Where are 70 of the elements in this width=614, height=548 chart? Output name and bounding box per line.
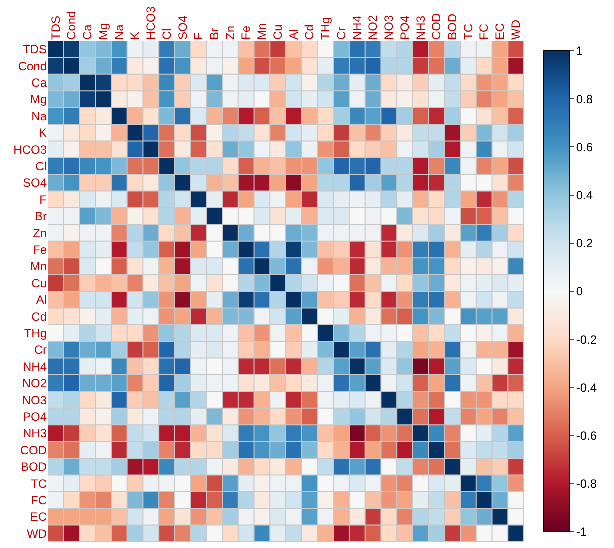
y-tick-label: WD xyxy=(27,526,48,541)
y-tick-label: Mn xyxy=(30,260,47,274)
y-tick-label: Mg xyxy=(30,92,47,107)
y-tick-label: THg xyxy=(24,326,47,340)
color-bar-label: -0.4 xyxy=(576,380,598,395)
x-tick-label: Cr xyxy=(334,27,348,40)
x-tick-label: Fe xyxy=(239,26,254,40)
y-tick-label: Ca xyxy=(32,76,48,90)
x-tick-label: EC xyxy=(493,22,508,40)
x-tick-label: F xyxy=(192,32,206,40)
y-tick-label: Al xyxy=(36,293,47,308)
x-tick-label: HCO3 xyxy=(144,6,158,40)
x-tick-label: Mn xyxy=(255,23,270,40)
y-tick-label: PO4 xyxy=(22,410,48,424)
color-bar-label: -0.8 xyxy=(576,477,598,492)
y-tick-label: Cd xyxy=(32,310,47,324)
x-tick-label: NO2 xyxy=(366,15,380,40)
color-bar-label: 0.8 xyxy=(576,92,594,106)
y-tick-label: Cu xyxy=(32,276,47,290)
color-bar-label: 0.2 xyxy=(576,236,594,251)
color-bar-label: 1 xyxy=(576,44,584,58)
x-tick-label: NH3 xyxy=(414,16,428,40)
x-tick-label: NO3 xyxy=(382,15,396,40)
x-tick-label: WD xyxy=(508,20,523,40)
color-bar-label: 0.4 xyxy=(576,188,594,202)
y-tick-label: Fe xyxy=(32,242,48,257)
y-tick-label: Br xyxy=(35,210,48,224)
y-tick-label: Cl xyxy=(36,159,47,174)
color-bar-label: -0.6 xyxy=(576,429,598,443)
x-tick-label: COD xyxy=(430,13,444,40)
y-tick-label: Zn xyxy=(32,226,47,240)
x-tick-label: Mg xyxy=(96,23,110,40)
x-tick-label: NH4 xyxy=(350,16,364,40)
y-tick-label: NH3 xyxy=(22,426,48,441)
x-tick-label: Al xyxy=(286,29,301,40)
x-tick-label: Cl xyxy=(160,28,174,40)
y-tick-label: BOD xyxy=(20,460,48,474)
y-tick-label: TC xyxy=(31,476,48,491)
color-bar-label: 0.6 xyxy=(576,140,594,154)
color-bar-label: 0 xyxy=(576,284,584,299)
x-tick-label: Na xyxy=(112,24,126,40)
x-tick-label: Br xyxy=(208,28,222,40)
y-tick-label: TDS xyxy=(23,42,47,57)
color-bar-label: -0.2 xyxy=(576,332,598,347)
y-tick-label: F xyxy=(40,192,47,207)
x-tick-label: Cd xyxy=(302,24,317,40)
y-tick-label: NH4 xyxy=(22,360,48,374)
y-tick-label: Cr xyxy=(34,343,47,358)
y-tick-label: HCO3 xyxy=(14,142,48,157)
y-tick-label: COD xyxy=(20,443,48,458)
x-tick-label: Zn xyxy=(223,26,238,40)
y-tick-label: K xyxy=(38,126,47,140)
y-tick-label: FC xyxy=(31,493,48,508)
x-tick-label: Cond xyxy=(64,11,79,40)
x-tick-label: FC xyxy=(477,24,492,40)
y-tick-label: Cond xyxy=(18,59,47,74)
x-tick-label: SO4 xyxy=(176,16,190,40)
x-tick-label: THg xyxy=(318,17,333,40)
y-tick-label: NO3 xyxy=(22,393,48,408)
x-tick-label: Ca xyxy=(80,24,95,40)
x-tick-label: PO4 xyxy=(398,16,412,40)
y-tick-label: NO2 xyxy=(22,376,48,391)
x-tick-label: K xyxy=(128,32,142,40)
y-tick-label: SO4 xyxy=(22,176,48,190)
x-tick-label: TC xyxy=(461,24,476,40)
x-tick-label: Cu xyxy=(270,24,285,40)
x-tick-label: BOD xyxy=(446,14,460,40)
color-bar-label: -1 xyxy=(576,525,588,540)
y-tick-label: Na xyxy=(32,109,48,124)
y-tick-label: EC xyxy=(30,510,48,524)
